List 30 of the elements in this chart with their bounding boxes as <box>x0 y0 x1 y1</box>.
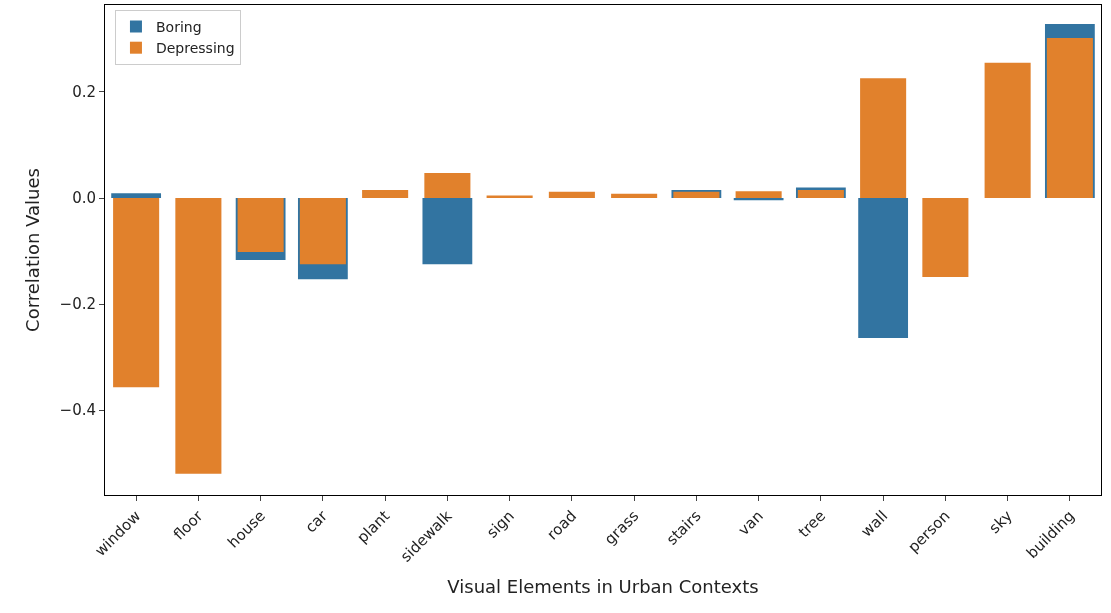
y-axis-title: Correlation Values <box>21 168 43 332</box>
bar <box>548 191 595 199</box>
x-tick-label: car <box>301 506 332 537</box>
bar <box>984 62 1031 199</box>
bar <box>237 198 284 253</box>
x-tick-label: van <box>734 506 767 540</box>
bar <box>735 191 782 199</box>
y-tick-label: 0.0 <box>72 189 96 208</box>
bar <box>922 198 969 278</box>
x-axis-title: Visual Elements in Urban Contexts <box>447 575 759 597</box>
bar <box>424 173 471 199</box>
bar <box>111 193 162 199</box>
bar <box>175 198 222 474</box>
bar <box>486 195 533 199</box>
bar <box>858 198 909 339</box>
x-tick-label: tree <box>794 506 830 541</box>
legend-label: Boring <box>155 18 202 35</box>
y-tick-label: −0.4 <box>59 401 96 420</box>
x-tick-label: sky <box>985 506 1016 538</box>
bar <box>113 198 160 388</box>
x-tick-label: sign <box>483 506 518 542</box>
bar <box>362 190 409 199</box>
bar <box>733 198 784 201</box>
bar <box>611 193 658 199</box>
y-tick-label: −0.2 <box>59 295 96 314</box>
legend-label: Depressing <box>155 40 235 57</box>
y-tick-label: 0.2 <box>72 83 96 102</box>
bar <box>422 198 473 265</box>
bar <box>860 78 907 199</box>
bar <box>299 198 346 265</box>
